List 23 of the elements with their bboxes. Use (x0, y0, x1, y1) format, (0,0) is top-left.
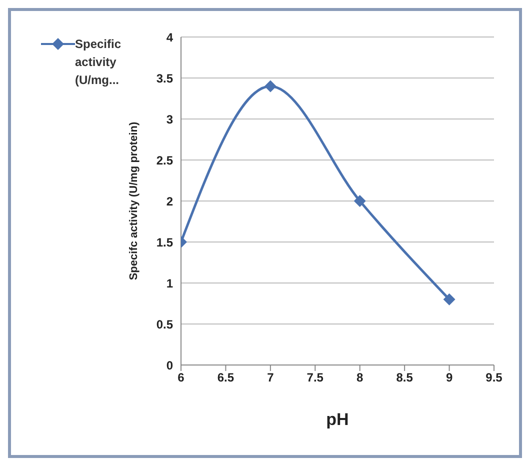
y-tick-label: 2 (166, 194, 174, 208)
y-tick-label: 4 (166, 30, 174, 44)
y-axis-title: Specifc activity (U/mg protein) (128, 122, 140, 280)
point (443, 293, 456, 306)
x-tick-label: 8 (356, 370, 364, 385)
x-tick-label: 6.5 (217, 370, 234, 385)
y-tick-label: 1.5 (156, 235, 174, 250)
x-tick-label: 7 (267, 370, 274, 385)
y-tick-label: 3.5 (156, 71, 174, 86)
y-tick-label: 0 (166, 358, 174, 372)
x-tick-label: 8.5 (396, 370, 414, 385)
x-tick-label: 7.5 (306, 370, 324, 385)
y-tick-label: 2.5 (156, 153, 174, 168)
point (264, 80, 276, 92)
legend-label: Specific activity (U/mg... (75, 36, 122, 89)
x-tick-label: 9 (446, 370, 453, 385)
point (354, 195, 366, 207)
y-tick-label: 1 (166, 276, 174, 290)
y-tick-label: 3 (166, 112, 174, 126)
x-tick-label: 6 (178, 370, 185, 385)
y-tick-label: 0.5 (156, 317, 174, 332)
x-axis-title: pH (326, 410, 349, 429)
x-tick-label: 9.5 (486, 370, 503, 385)
